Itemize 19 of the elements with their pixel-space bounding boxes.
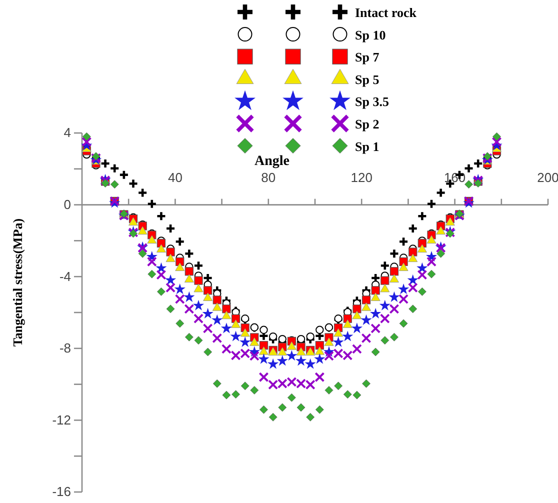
x-tick-label: 200 [537,170,558,185]
x-tick-label: 120 [350,170,372,185]
legend-label: Sp 3.5 [355,94,390,110]
legend-label: Sp 5 [355,72,380,87]
legend-label: Sp 7 [355,50,380,65]
x-tick-label: 80 [261,170,276,185]
legend-label: Sp 2 [355,116,380,132]
legend-label: Sp 10 [355,27,386,42]
x-tick-label: 40 [168,170,182,185]
legend-label: Sp 1 [355,138,380,154]
y-tick-label: -8 [59,340,71,356]
y-axis-title: Tangential stress(MPa) [10,218,25,347]
y-tick-label: -4 [59,268,71,284]
y-tick-label: -16 [52,484,71,500]
y-tick-label: -12 [52,412,71,428]
legend-label: Intact rock [355,5,418,20]
y-tick-label: 0 [64,196,71,212]
y-tick-label: 4 [64,125,71,140]
x-axis-title: Angle [254,154,290,169]
